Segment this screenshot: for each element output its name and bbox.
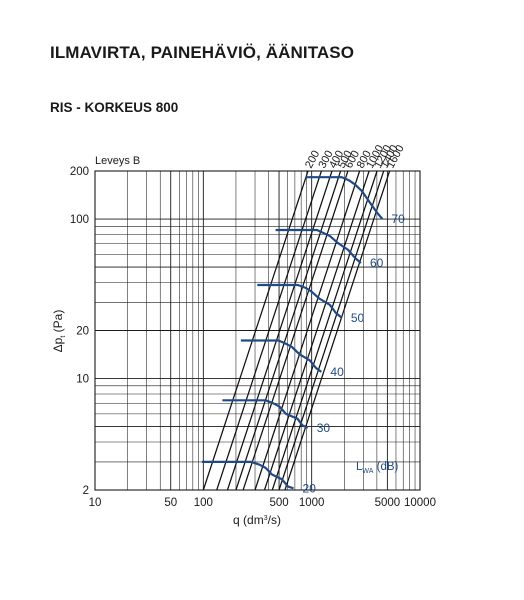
width-series-lines <box>202 170 391 491</box>
x-tick-label: 1000 <box>299 497 325 509</box>
y-tick-label: 20 <box>76 326 89 338</box>
y-tick-label: 2 <box>83 485 89 497</box>
noise-label-60: 60 <box>370 256 384 270</box>
noise-label-20: 20 <box>303 481 317 495</box>
noise-line-20 <box>201 460 294 490</box>
noise-line-30 <box>222 399 309 429</box>
x-tick-label: 500 <box>269 497 288 509</box>
y-axis-label: Δpt (Pa) <box>51 310 67 353</box>
noise-label-30: 30 <box>317 421 331 435</box>
width-line-200 <box>202 170 309 491</box>
width-line-1200 <box>271 170 378 491</box>
y-tick-label: 100 <box>70 214 89 226</box>
chart-grid <box>94 170 421 491</box>
width-line-800 <box>254 170 361 491</box>
width-line-300 <box>216 170 323 491</box>
y-tick-label: 200 <box>70 166 89 178</box>
x-tick-label: 10000 <box>404 497 436 509</box>
noise-line-50 <box>257 283 343 319</box>
x-tick-label: 10 <box>89 497 102 509</box>
page-title: ILMAVIRTA, PAINEHÄVIÖ, ÄÄNITASO <box>50 43 355 62</box>
page-subtitle: RIS - KORKEUS 800 <box>50 100 179 115</box>
noise-label-40: 40 <box>330 365 344 379</box>
plot-frame <box>94 170 421 491</box>
noise-line-70 <box>305 176 384 220</box>
noise-label-50: 50 <box>351 311 365 325</box>
width-line-1600 <box>284 170 391 491</box>
chart-labels: 10 50 100 500 1000 5000 1000021020100200Leveys… <box>51 143 436 527</box>
width-line-600 <box>242 170 349 491</box>
noise-line-40 <box>240 339 323 373</box>
width-line-500 <box>235 170 342 491</box>
width-line-1400 <box>278 170 385 491</box>
noise-series-lines <box>201 176 384 490</box>
width-line-1000 <box>263 170 370 491</box>
noise-axis-label: LWA (dB) <box>356 461 399 475</box>
noise-line-60 <box>275 228 362 264</box>
x-tick-label: 50 <box>164 497 177 509</box>
x-axis-label: q (dm3/s) <box>233 513 281 527</box>
width-line-400 <box>226 170 333 491</box>
x-tick-label: 100 <box>194 497 213 509</box>
x-tick-label: 5000 <box>375 497 401 509</box>
legend-title: Leveys B <box>95 155 140 167</box>
y-tick-label: 10 <box>76 374 89 386</box>
noise-label-70: 70 <box>391 212 405 226</box>
